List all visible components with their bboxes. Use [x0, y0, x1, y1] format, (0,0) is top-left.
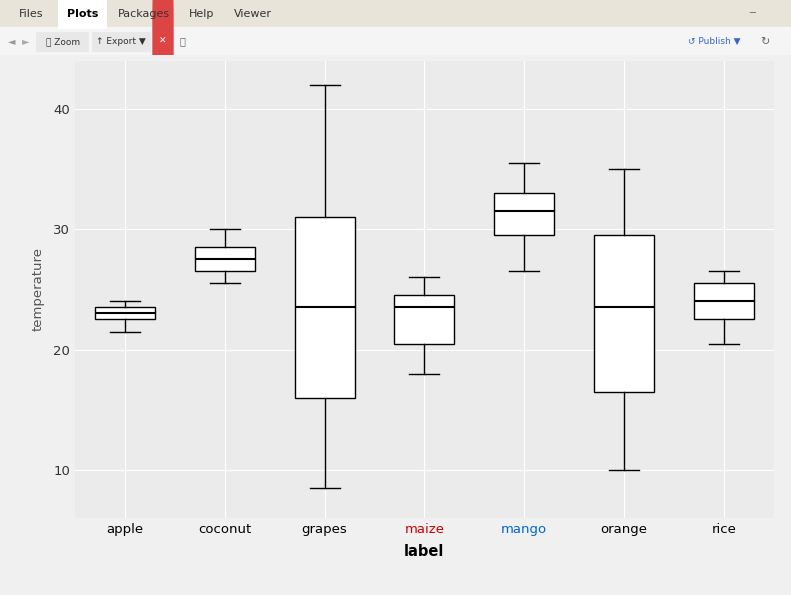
PathPatch shape [395, 296, 454, 343]
Text: ↑ Export ▼: ↑ Export ▼ [97, 37, 146, 46]
Text: Viewer: Viewer [234, 9, 272, 19]
Text: Plots: Plots [66, 9, 98, 19]
Text: ◄: ◄ [8, 36, 16, 46]
PathPatch shape [494, 193, 554, 236]
Bar [0, 0, 791, 27]
PathPatch shape [694, 283, 754, 320]
PathPatch shape [594, 236, 654, 392]
Bar [0, 27, 791, 55]
Text: ►: ► [22, 36, 29, 46]
X-axis label: label: label [404, 544, 445, 559]
Text: ↺ Publish ▼: ↺ Publish ▼ [688, 37, 740, 46]
Text: ↻: ↻ [760, 36, 770, 46]
PathPatch shape [295, 217, 354, 397]
FancyBboxPatch shape [153, 0, 173, 105]
Bar [36, 32, 88, 51]
Bar [58, 0, 107, 29]
Text: ─: ─ [749, 8, 755, 18]
Text: Files: Files [19, 9, 44, 19]
Bar [92, 32, 150, 51]
Text: 🔍 Zoom: 🔍 Zoom [46, 37, 80, 46]
PathPatch shape [95, 308, 155, 320]
Bar [758, 8, 768, 21]
Text: ✕: ✕ [159, 37, 167, 46]
Text: 🖊: 🖊 [180, 36, 186, 46]
Text: Packages: Packages [118, 9, 170, 19]
Text: Help: Help [189, 9, 214, 19]
Y-axis label: temperature: temperature [32, 248, 45, 331]
PathPatch shape [195, 248, 255, 271]
